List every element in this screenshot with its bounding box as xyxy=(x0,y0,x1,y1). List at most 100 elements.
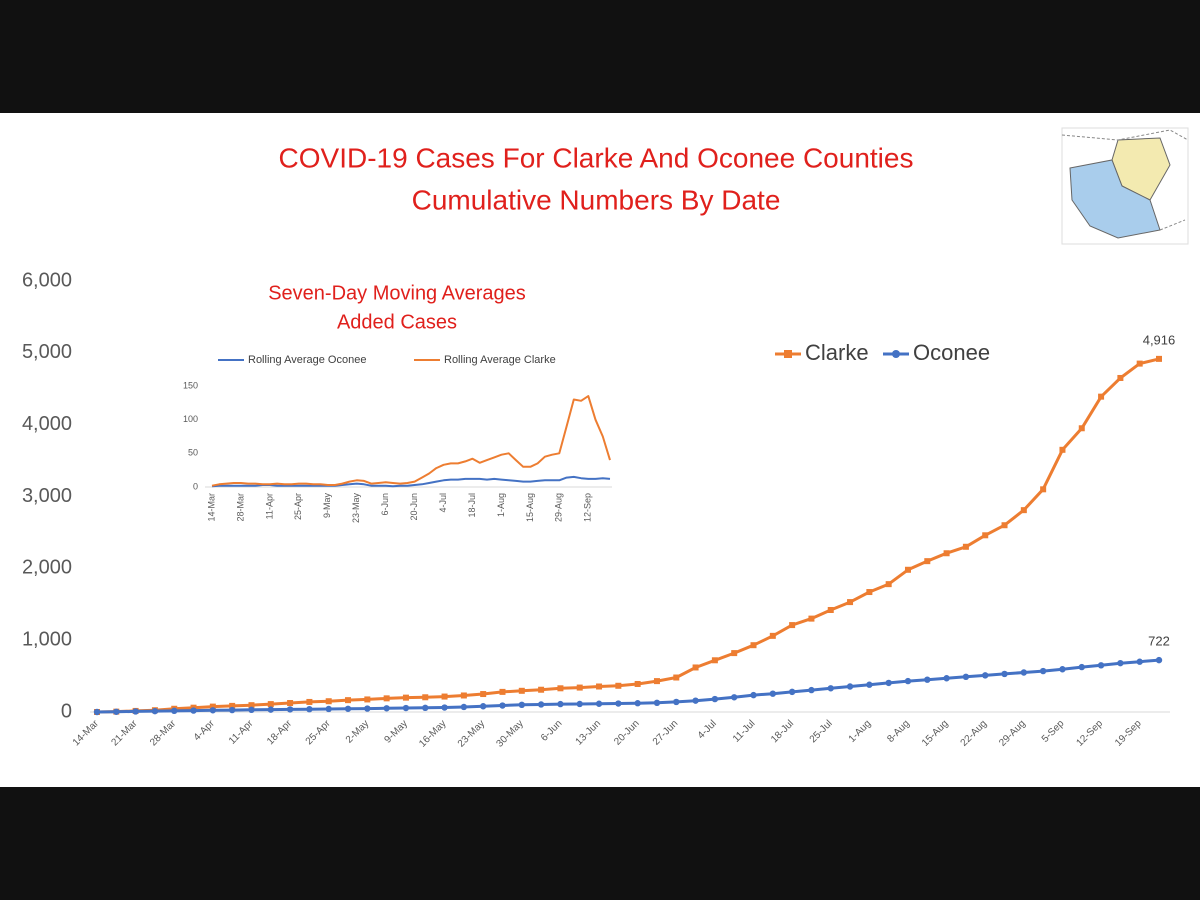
marker xyxy=(190,707,197,714)
marker xyxy=(460,703,468,711)
marker xyxy=(538,686,545,693)
y-tick-label: 5,000 xyxy=(22,341,72,363)
marker xyxy=(345,697,352,704)
marker xyxy=(441,693,448,700)
marker xyxy=(1097,662,1105,669)
marker xyxy=(866,681,873,688)
x-tick-label: 15-Aug xyxy=(525,493,535,522)
marker xyxy=(962,673,970,681)
marker xyxy=(151,707,159,715)
legend-label: Rolling Average Clarke xyxy=(444,354,556,366)
marker xyxy=(248,706,255,714)
marker xyxy=(267,701,274,708)
y-tick-label: 50 xyxy=(188,448,198,458)
marker xyxy=(1078,425,1085,432)
marker xyxy=(325,698,332,705)
marker xyxy=(287,700,294,707)
marker xyxy=(364,696,371,703)
marker xyxy=(982,672,989,679)
marker xyxy=(634,680,641,687)
marker xyxy=(1156,355,1162,362)
marker xyxy=(364,705,371,712)
marker xyxy=(113,708,120,715)
y-tick-label: 100 xyxy=(183,414,198,424)
y-tick-label: 150 xyxy=(183,380,198,390)
marker xyxy=(499,702,506,709)
marker xyxy=(808,615,815,622)
marker xyxy=(441,704,448,711)
x-tick-label: 14-Mar xyxy=(206,493,216,522)
marker xyxy=(769,690,777,697)
title-line: COVID-19 Cases For Clarke And Oconee Cou… xyxy=(279,142,914,173)
y-tick-label: 3,000 xyxy=(22,485,72,507)
marker xyxy=(653,678,660,685)
top-band xyxy=(0,0,1200,113)
marker xyxy=(1040,486,1047,493)
marker xyxy=(422,704,429,712)
marker xyxy=(460,692,467,699)
marker xyxy=(1039,667,1047,675)
marker xyxy=(711,657,718,664)
x-tick-label: 6-Jun xyxy=(380,493,390,516)
marker xyxy=(1136,658,1143,665)
marker xyxy=(827,685,834,692)
marker xyxy=(615,682,622,689)
marker xyxy=(827,606,834,613)
series-line xyxy=(211,475,611,488)
x-tick-label: 28-Mar xyxy=(235,493,245,522)
marker xyxy=(769,632,776,639)
series-line xyxy=(211,395,611,487)
x-tick-label: 23-May xyxy=(351,493,361,524)
marker xyxy=(904,566,911,573)
marker xyxy=(731,650,738,657)
marker xyxy=(1059,446,1066,453)
marker xyxy=(1020,507,1027,514)
marker xyxy=(653,699,661,707)
marker xyxy=(711,695,719,703)
marker xyxy=(1059,666,1066,673)
marker xyxy=(634,700,641,707)
x-tick-label: 25-Apr xyxy=(293,493,303,520)
marker xyxy=(847,599,854,606)
marker xyxy=(673,674,680,681)
marker xyxy=(248,702,255,709)
marker xyxy=(267,706,274,713)
marker xyxy=(1117,374,1124,381)
marker xyxy=(1020,669,1028,676)
marker xyxy=(576,684,583,691)
x-tick-label: 1-Aug xyxy=(496,493,506,517)
marker xyxy=(1078,663,1085,671)
marker xyxy=(344,705,352,712)
marker xyxy=(1001,670,1008,678)
marker xyxy=(982,532,989,539)
x-tick-label: 9-May xyxy=(322,493,332,519)
y-tick-label: 0 xyxy=(193,481,198,491)
marker xyxy=(480,691,487,698)
marker xyxy=(885,581,892,588)
legend-label: Oconee xyxy=(913,340,990,365)
marker xyxy=(229,702,236,709)
marker xyxy=(557,685,564,692)
marker xyxy=(402,704,410,712)
marker xyxy=(673,698,680,706)
marker xyxy=(866,589,873,596)
marker xyxy=(537,701,545,708)
marker xyxy=(1155,656,1163,664)
marker xyxy=(750,642,757,649)
marker xyxy=(383,705,390,712)
data-label: 4,916 xyxy=(1143,332,1176,347)
marker xyxy=(209,703,216,710)
marker xyxy=(692,664,699,671)
marker xyxy=(846,683,854,690)
marker xyxy=(943,550,950,557)
county-map xyxy=(1061,127,1189,245)
series-line xyxy=(96,658,1160,714)
marker xyxy=(306,705,313,713)
marker xyxy=(325,705,332,713)
x-tick-label: 12-Sep xyxy=(583,493,593,522)
marker xyxy=(595,700,603,707)
marker xyxy=(93,708,101,716)
marker xyxy=(306,698,313,705)
marker xyxy=(808,686,815,694)
